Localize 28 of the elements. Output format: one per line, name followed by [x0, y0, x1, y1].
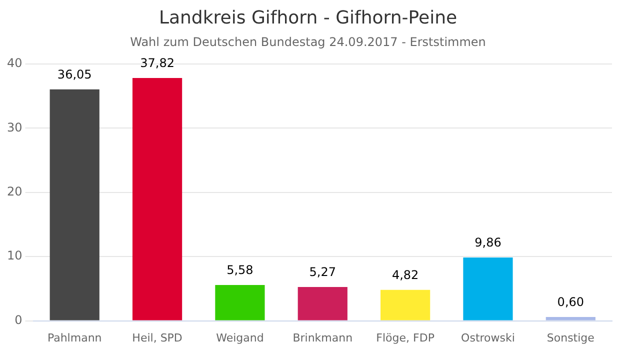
- data-label: 0,60: [557, 295, 584, 310]
- data-label: 5,58: [226, 263, 254, 278]
- x-tick-label: Ostrowski: [461, 331, 515, 344]
- y-tick-label: 10: [6, 248, 22, 263]
- bar: [380, 290, 430, 320]
- data-label: 36,05: [57, 67, 92, 82]
- bar: [215, 284, 265, 320]
- data-label: 9,86: [474, 236, 502, 250]
- x-tick-label: Pahlmann: [47, 331, 102, 344]
- bar: [50, 89, 100, 320]
- x-tick-label: Weigand: [216, 331, 264, 344]
- data-label: 37,82: [140, 56, 174, 70]
- y-tick-label: 30: [6, 120, 22, 134]
- x-tick-label: Flöge, FDP: [376, 331, 435, 344]
- chart-title: Landkreis Gifhorn - Gifhorn-Peine: [158, 7, 458, 28]
- bar: [298, 286, 348, 320]
- chart-subtitle: Wahl zum Deutschen Bundestag 24.09.2017 - Erststimmen: [130, 34, 486, 49]
- data-label: 5,27: [309, 265, 336, 280]
- y-tick-label: 40: [6, 56, 22, 70]
- y-tick-label: 0: [14, 312, 22, 327]
- bar: [463, 258, 513, 320]
- x-tick-label: Sonstige: [546, 331, 595, 344]
- y-tick-label: 20: [6, 184, 22, 199]
- bar: [546, 316, 596, 320]
- bar: [132, 78, 182, 320]
- x-tick-label: Heil, SPD: [132, 331, 182, 344]
- x-tick-label: Brinkmann: [292, 331, 353, 344]
- data-label: 4,82: [392, 268, 419, 282]
